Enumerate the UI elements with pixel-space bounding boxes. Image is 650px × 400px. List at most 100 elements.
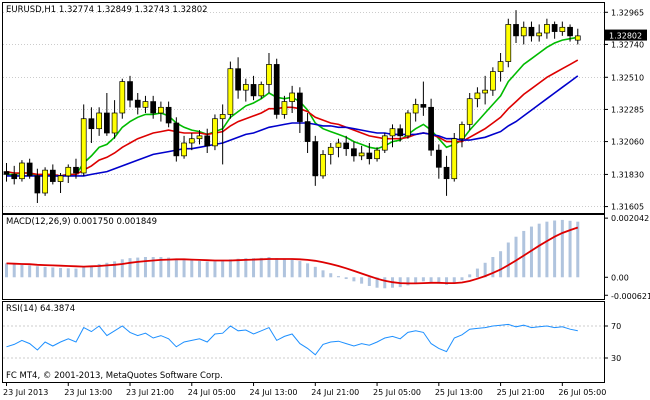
macd-histogram-bar <box>468 274 472 278</box>
candle-body <box>320 154 326 177</box>
macd-histogram-bar <box>174 258 178 278</box>
macd-histogram-bar <box>553 220 557 278</box>
price-y-tick-label: 1.32740 <box>611 40 644 49</box>
candle-body <box>551 24 558 32</box>
macd-histogram-bar <box>136 257 140 278</box>
macd-histogram-bar <box>344 277 348 280</box>
macd-histogram-bar <box>290 259 294 278</box>
macd-histogram-bar <box>321 270 325 278</box>
macd-histogram-bar <box>336 276 340 278</box>
candle-body <box>520 26 527 37</box>
time-axis-label: 23 Jul 2013 <box>3 388 48 397</box>
candle-body <box>297 92 303 122</box>
macd-histogram-bar <box>259 257 263 278</box>
macd-histogram-bar <box>113 261 117 278</box>
candle-body <box>505 24 512 62</box>
macd-histogram-bar <box>529 226 533 278</box>
candle-body <box>490 71 496 91</box>
macd-histogram-bar <box>205 261 209 278</box>
candle-body <box>165 106 172 124</box>
macd-histogram-bar <box>445 277 449 285</box>
candle-body <box>242 84 249 91</box>
macd-histogram-bar <box>74 268 78 278</box>
candle-body <box>482 89 488 94</box>
candle-body <box>559 26 566 32</box>
candle-body <box>312 141 319 177</box>
macd-histogram-bar <box>421 277 425 282</box>
time-axis-label: 23 Jul 21:00 <box>126 388 174 397</box>
macd-y-tick-label: 0.00 <box>611 273 629 282</box>
macd-y-tick-label: 0.002042 <box>611 214 649 223</box>
candle-body <box>212 118 218 147</box>
macd-histogram-bar <box>151 257 155 278</box>
candle-body <box>258 84 265 97</box>
macd-histogram-bar <box>59 268 63 278</box>
candle-body <box>227 68 234 115</box>
rsi-panel-frame <box>2 301 605 383</box>
candle-body <box>351 148 357 157</box>
macd-signal-line-group <box>6 226 579 285</box>
candle-body <box>181 142 187 157</box>
macd-histogram-bar <box>228 259 232 278</box>
candle-body <box>34 175 41 194</box>
time-axis-label: 25 Jul 21:00 <box>497 388 545 397</box>
candle-body <box>335 142 342 148</box>
macd-histogram-bar <box>375 277 379 288</box>
candle-body <box>381 135 388 151</box>
macd-histogram-bar <box>514 236 518 278</box>
price-y-tick-label: 1.32510 <box>611 73 644 82</box>
candle-body <box>104 112 110 134</box>
candle-body <box>219 114 226 120</box>
macd-histogram-bar <box>560 219 564 278</box>
candle-body <box>358 152 365 157</box>
rsi-line-group <box>6 323 578 356</box>
macd-histogram-bar <box>282 259 286 278</box>
candle-body <box>11 174 18 180</box>
candle-body <box>567 26 573 37</box>
time-axis-label: 24 Jul 13:00 <box>250 388 298 397</box>
price-y-tick-label: 1.31830 <box>611 170 644 179</box>
macd-histogram-bar <box>483 262 487 278</box>
macd-histogram-bar <box>5 263 8 278</box>
candle-body <box>188 138 195 144</box>
macd-histogram-bar <box>190 260 194 278</box>
axis-ticks <box>6 11 608 386</box>
candle-body <box>196 135 203 140</box>
candle-body <box>459 124 465 140</box>
time-axis-label: 23 Jul 13:00 <box>64 388 112 397</box>
candle-body <box>327 146 334 155</box>
candle-body <box>397 128 404 137</box>
candle-body <box>57 175 64 182</box>
candlestick-series[interactable] <box>3 10 581 203</box>
macd-histogram-bar <box>383 277 387 289</box>
macd-histogram-bar <box>491 257 495 278</box>
candle-body <box>466 98 473 125</box>
rsi-line <box>6 323 578 356</box>
macd-histogram-bar <box>360 277 364 284</box>
macd-histogram-bar <box>221 261 225 278</box>
candle-body <box>513 24 519 37</box>
macd-panel-frame <box>2 214 605 300</box>
candle-body <box>88 118 95 130</box>
macd-histogram-bar <box>35 266 39 278</box>
macd-histogram-bar <box>198 261 201 278</box>
rsi-y-tick-label: 70 <box>611 322 621 331</box>
macd-histogram-bar <box>105 262 109 278</box>
time-axis-label: 24 Jul 21:00 <box>311 388 359 397</box>
chart-title: EURUSD,H1 1.32774 1.32849 1.32743 1.3280… <box>6 5 208 15</box>
macd-histogram-bar <box>545 221 549 278</box>
macd-histogram-bar <box>236 258 240 278</box>
candle-body <box>420 104 427 108</box>
candle-body <box>528 26 535 37</box>
candle-body <box>451 138 458 180</box>
macd-histogram-bar <box>89 265 93 278</box>
candle-body <box>3 171 10 175</box>
macd-histogram-bar <box>120 259 124 278</box>
time-axis-label: 26 Jul 05:00 <box>558 388 606 397</box>
macd-histogram-bar <box>499 251 503 278</box>
candle-body <box>428 106 434 151</box>
candle-body <box>405 112 411 137</box>
candle-body <box>497 61 504 72</box>
candle-body <box>204 135 211 147</box>
